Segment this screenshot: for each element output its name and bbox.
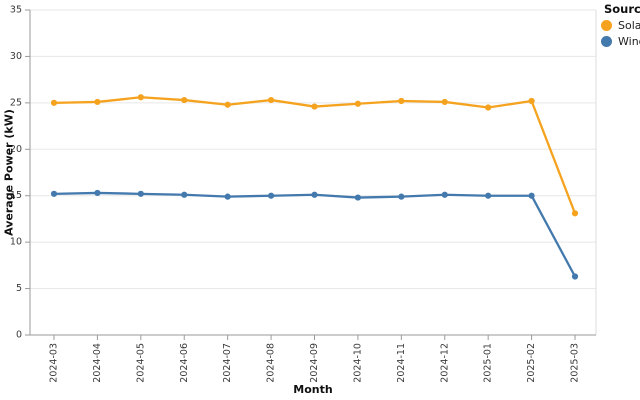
data-point-solar — [441, 98, 448, 106]
data-point-solar — [311, 103, 318, 110]
data-point-wind — [441, 191, 448, 198]
data-point-wind — [354, 194, 362, 201]
y-tick-label: 0 — [16, 330, 22, 341]
data-point-solar — [50, 99, 58, 106]
data-point-solar — [94, 98, 101, 106]
data-point-wind — [94, 189, 101, 197]
data-point-wind — [571, 273, 579, 280]
y-tick-label: 35 — [10, 5, 22, 16]
data-point-solar — [354, 100, 362, 107]
y-axis-title: Average Power (kW) — [3, 109, 16, 236]
y-tick-label: 25 — [10, 97, 22, 108]
data-point-wind — [485, 192, 492, 199]
y-tick-label: 5 — [16, 283, 22, 294]
x-axis-title: Month — [293, 383, 332, 396]
data-point-wind — [224, 193, 231, 200]
x-tick-label: 2024-05 — [135, 343, 146, 383]
y-tick-label: 20 — [10, 144, 22, 155]
x-tick-label: 2024-09 — [309, 343, 320, 383]
data-point-wind — [50, 190, 58, 197]
data-point-solar — [181, 96, 188, 104]
x-tick-label: 2024-10 — [352, 343, 363, 383]
data-point-solar — [485, 104, 492, 111]
legend: Source Solar Wind — [599, 2, 640, 51]
data-point-solar — [398, 97, 405, 105]
data-point-solar — [137, 94, 144, 101]
x-tick-label: 2025-01 — [483, 343, 494, 383]
x-tick-label: 2024-06 — [179, 343, 190, 383]
data-point-wind — [528, 192, 535, 199]
legend-label: Solar — [618, 19, 640, 32]
data-point-wind — [137, 190, 144, 197]
x-tick-label: 2024-04 — [92, 343, 103, 383]
legend-swatch-solar-icon — [601, 20, 612, 31]
legend-title: Source — [604, 2, 640, 16]
x-tick-label: 2024-11 — [396, 343, 407, 383]
y-tick-label: 15 — [10, 190, 22, 201]
legend-item-solar: Solar — [599, 19, 640, 32]
x-tick-label: 2024-12 — [439, 343, 450, 383]
legend-swatch-wind-icon — [601, 36, 612, 47]
x-tick-label: 2024-07 — [222, 343, 233, 383]
x-tick-label: 2024-03 — [49, 343, 60, 383]
series-line-wind — [52, 191, 577, 278]
x-tick-label: 2025-03 — [570, 343, 581, 383]
y-tick-label: 10 — [10, 237, 22, 248]
legend-label: Wind — [618, 35, 640, 48]
x-tick-label: 2025-02 — [526, 343, 537, 383]
legend-items: Solar Wind — [599, 19, 640, 48]
data-point-wind — [398, 193, 405, 200]
data-point-wind — [181, 191, 188, 198]
data-point-solar — [224, 101, 231, 108]
legend-item-wind: Wind — [599, 35, 640, 48]
data-point-wind — [267, 192, 275, 199]
data-point-solar — [528, 97, 535, 105]
data-point-solar — [571, 210, 579, 217]
y-tick-label: 30 — [10, 51, 22, 62]
data-point-wind — [311, 191, 318, 198]
data-point-solar — [267, 96, 275, 104]
x-tick-label: 2024-08 — [266, 343, 277, 383]
